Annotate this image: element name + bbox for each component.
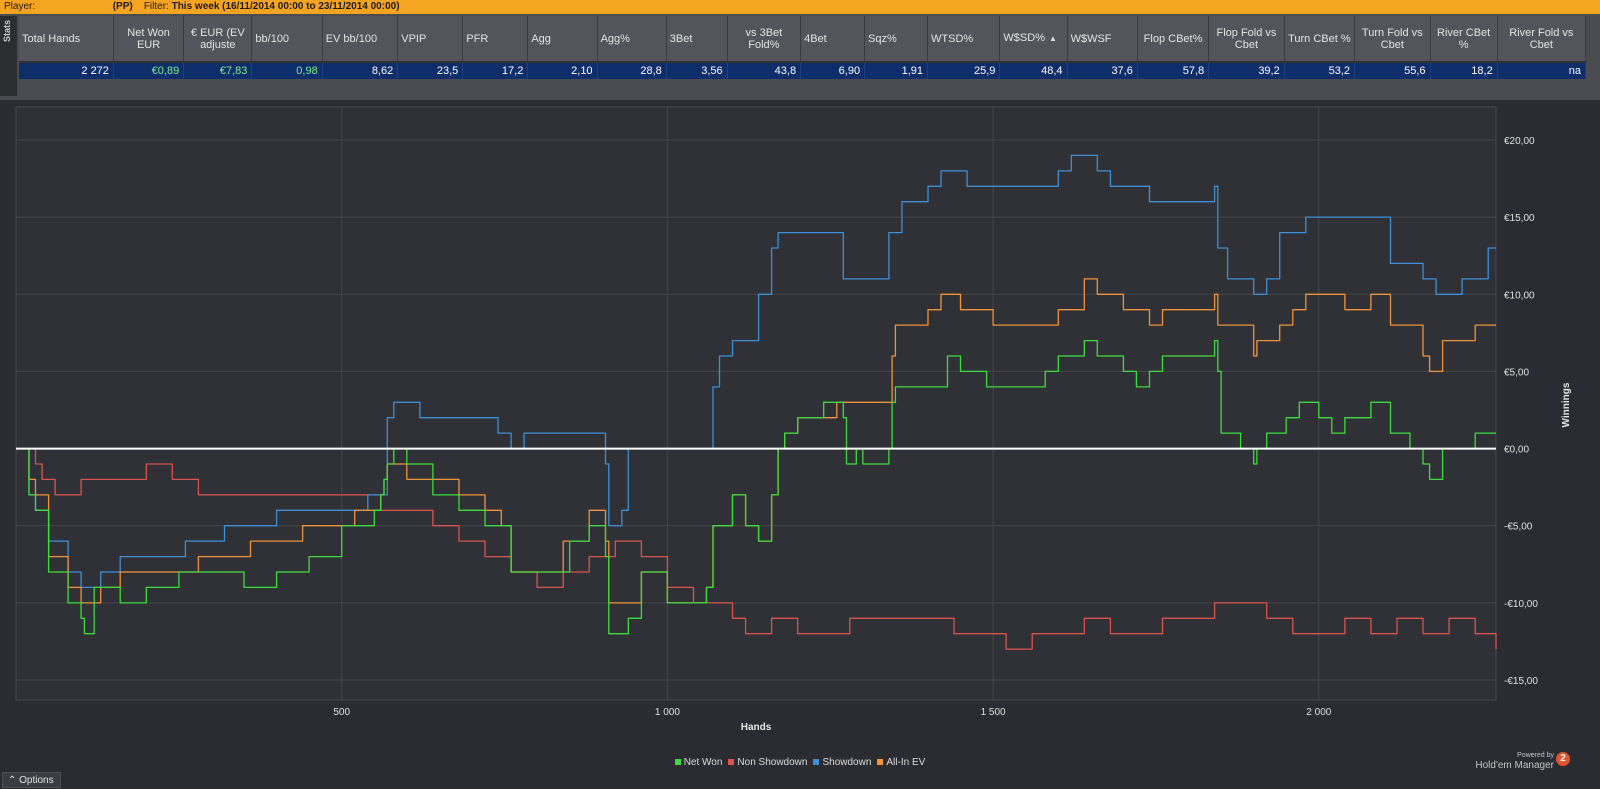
stats-header-cell[interactable]: Flop Fold vs Cbet	[1208, 16, 1285, 63]
x-tick-label: 1 500	[981, 707, 1006, 718]
x-axis-label: Hands	[741, 722, 772, 733]
bottom-bar: Net Won Non Showdown Showdown All-In EV ⌃ O…	[0, 752, 1600, 788]
legend-swatch	[674, 759, 681, 765]
stats-header-cell[interactable]: W$WSF	[1067, 16, 1138, 63]
stats-value-cell: 48,4	[999, 62, 1068, 79]
stats-header-cell[interactable]: Turn CBet %	[1284, 16, 1356, 63]
y-tick-label: €0,00	[1504, 445, 1529, 456]
y-axis-label: Winnings	[1561, 382, 1572, 427]
legend-label: All-In EV	[886, 757, 926, 768]
stats-value-cell: 53,2	[1284, 62, 1356, 79]
options-button[interactable]: ⌃ Options	[2, 772, 61, 788]
stats-panel: Stats Total Hands Net Won EUR € EUR (EV ad…	[0, 14, 1600, 100]
winnings-graph: €20,00 €15,00 €10,00 €5,00 €0,00 -€5,00 -€10,0…	[14, 105, 1586, 750]
player-label: Player:	[4, 1, 36, 12]
sort-ascending-icon[interactable]: ▲	[1048, 34, 1057, 43]
powered-by-text: Powered by	[1517, 752, 1554, 759]
legend-item[interactable]: Net Won	[674, 757, 723, 768]
stats-value-cell: 2,10	[527, 62, 598, 79]
stats-value-cell: 0,98	[251, 62, 323, 79]
stats-value-cell: 3,56	[666, 62, 728, 79]
brand-logo: Powered by Hold'em Manager 2	[1450, 752, 1570, 772]
stats-header-cell[interactable]: PFR	[462, 16, 529, 63]
stats-header-cell[interactable]: Net Won EUR	[113, 16, 185, 63]
stats-value-cell: na	[1497, 62, 1587, 79]
stats-value-cell: 43,8	[727, 62, 802, 79]
stats-value-cell: 25,9	[927, 62, 1001, 79]
stats-value-cell: 57,8	[1137, 62, 1210, 79]
stats-header-cell[interactable]: River Fold vs Cbet	[1497, 16, 1587, 63]
stats-header-cell[interactable]: VPIP	[397, 16, 464, 63]
y-tick-label: €15,00	[1504, 213, 1535, 224]
stats-value-cell: 39,2	[1208, 62, 1285, 79]
filter-label: Filter:	[143, 1, 169, 12]
stats-value-cell: 17,2	[462, 62, 529, 79]
x-tick-label: 1 000	[655, 707, 680, 718]
stats-header-cell[interactable]: EV bb/100	[322, 16, 399, 63]
series-line-non-showdown	[16, 447, 1497, 650]
stats-value-cell: 8,62	[322, 62, 399, 79]
x-tick-label: 500	[333, 707, 350, 718]
stats-header-cell[interactable]: Total Hands	[19, 16, 114, 63]
stats-header-cell[interactable]: bb/100	[251, 16, 323, 63]
y-tick-label: -€15,00	[1504, 676, 1538, 687]
site-label: (PP)	[112, 1, 133, 12]
x-tick-label: 2 000	[1306, 707, 1331, 718]
chart-legend: Net Won Non Showdown Showdown All-In EV	[0, 757, 1600, 768]
stats-row[interactable]: 2 272 €0,89 €7,83 0,98 8,62 23,5 17,2 2,10 28,8 3…	[19, 62, 1587, 79]
stats-header-cell[interactable]: € EUR (EV adjuste	[183, 16, 253, 63]
stats-header-cell[interactable]: Agg%	[597, 16, 667, 63]
stats-header-cell[interactable]: Sqz%	[864, 16, 929, 63]
legend-item[interactable]: Non Showdown	[728, 757, 807, 768]
y-tick-label: -€10,00	[1504, 599, 1538, 610]
title-bar: Player: (PP) Filter: This week (16/11/20…	[0, 0, 1600, 14]
stats-value-cell: 28,8	[597, 62, 667, 79]
stats-header-cell[interactable]: Agg	[527, 16, 598, 63]
y-tick-label: -€5,00	[1504, 522, 1533, 533]
stats-value-cell: 23,5	[397, 62, 464, 79]
legend-swatch	[813, 759, 820, 765]
legend-swatch	[877, 759, 884, 765]
legend-item[interactable]: Showdown	[813, 757, 871, 768]
stats-header-cell[interactable]: 4Bet	[800, 16, 866, 63]
stats-value-cell: €7,83	[183, 62, 253, 79]
stats-header-cell[interactable]: 3Bet	[666, 16, 728, 63]
stats-value-cell: 18,2	[1430, 62, 1498, 79]
stats-value-cell: 1,91	[864, 62, 929, 79]
stats-header-cell[interactable]: River CBet %	[1430, 16, 1498, 63]
legend-label: Net Won	[683, 757, 723, 768]
stats-table: Total Hands Net Won EUR € EUR (EV adjuste b…	[19, 16, 1587, 79]
filter-value[interactable]: This week (16/11/2014 00:00 to 23/11/201…	[171, 1, 400, 12]
y-tick-label: €10,00	[1504, 290, 1535, 301]
y-tick-label: €20,00	[1504, 136, 1535, 147]
stats-value-cell: 55,6	[1354, 62, 1431, 79]
brand-name: Hold'em Manager	[1475, 760, 1554, 771]
legend-label: Showdown	[822, 757, 872, 768]
hm2-logo-icon: 2	[1556, 752, 1570, 766]
stats-tab[interactable]: Stats	[0, 16, 17, 96]
stats-header-cell[interactable]: WTSD%	[927, 16, 1001, 63]
stats-value-cell: €0,89	[113, 62, 185, 79]
stats-value-cell: 37,6	[1067, 62, 1138, 79]
stats-header-cell[interactable]: Turn Fold vs Cbet	[1354, 16, 1431, 63]
stats-value-cell: 2 272	[19, 62, 114, 79]
stats-value-cell: 6,90	[800, 62, 866, 79]
stats-header-cell[interactable]: vs 3Bet Fold%	[727, 16, 802, 63]
series-line-net-won	[16, 339, 1496, 635]
legend-label: Non Showdown	[737, 757, 808, 768]
winnings-chart: €20,00 €15,00 €10,00 €5,00 €0,00 -€5,00 -€10,0…	[15, 106, 1572, 733]
legend-item[interactable]: All-In EV	[877, 757, 925, 768]
legend-swatch	[728, 759, 735, 765]
y-tick-label: €5,00	[1504, 367, 1529, 378]
stats-header-cell[interactable]: Flop CBet%	[1137, 16, 1210, 63]
series-line-showdown	[16, 154, 1496, 589]
plot-area	[15, 106, 1497, 701]
stats-header-cell[interactable]: W$SD% ▲	[999, 16, 1068, 63]
